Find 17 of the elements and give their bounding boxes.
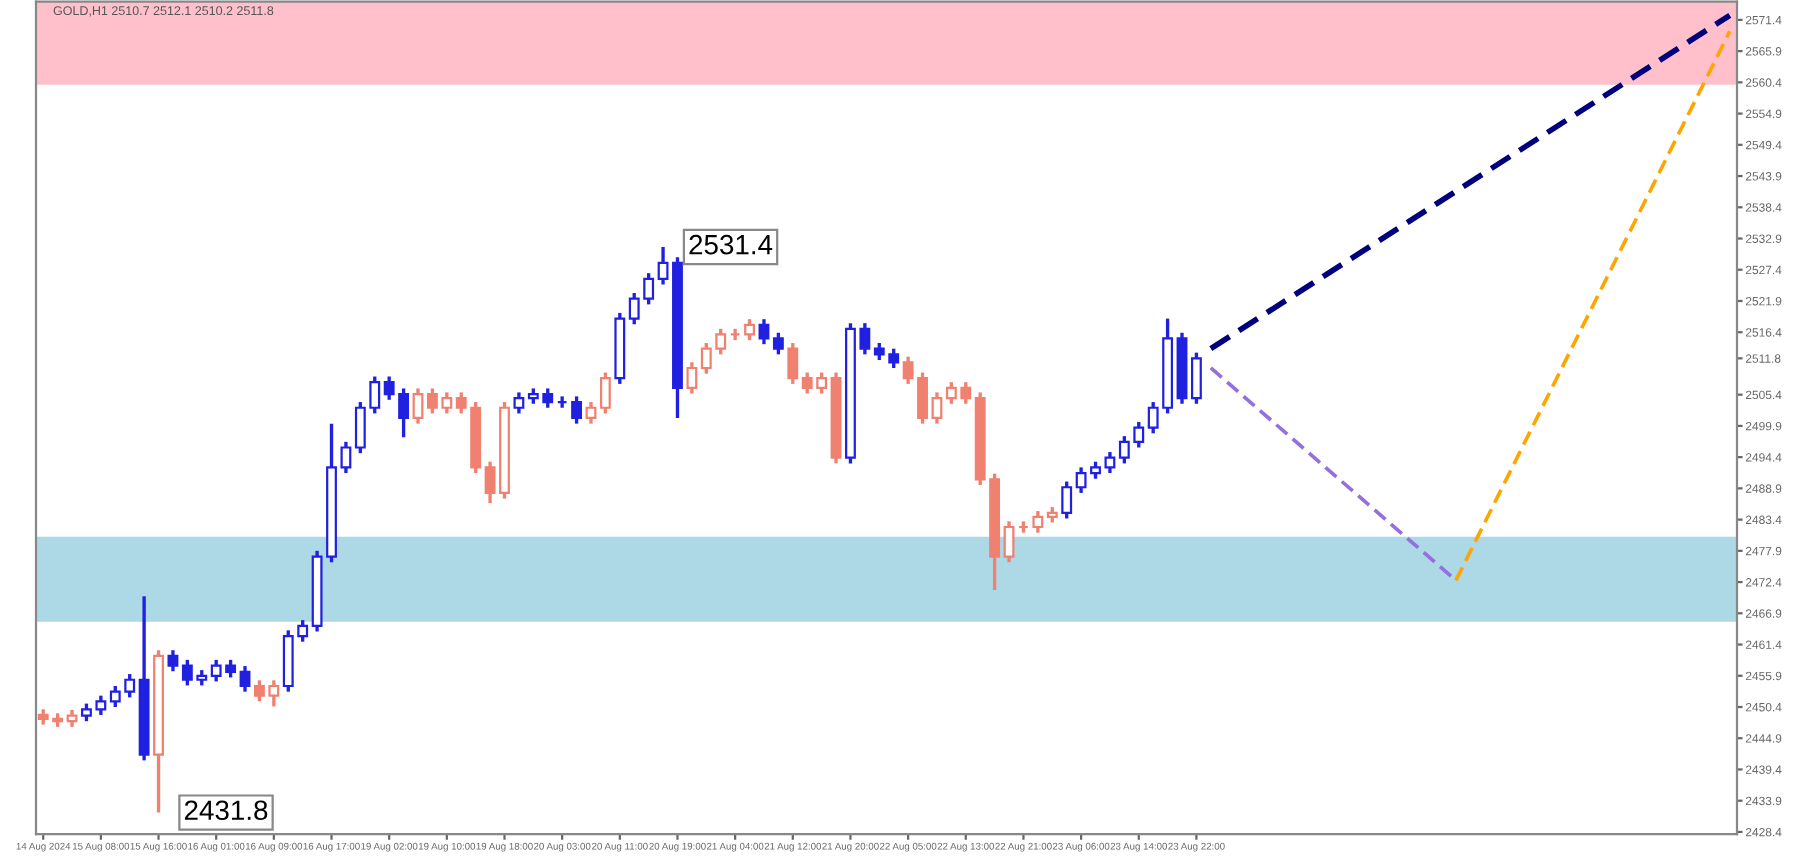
candlestick — [657, 245, 669, 287]
annotation: 2431.8 — [184, 800, 268, 821]
candlestick — [585, 400, 597, 426]
candlestick — [239, 664, 251, 694]
candlestick — [787, 341, 799, 386]
candlestick — [167, 648, 179, 673]
candlestick — [931, 390, 943, 426]
candlestick — [571, 394, 583, 426]
candlestick — [412, 386, 424, 426]
candlestick — [758, 317, 770, 346]
candlestick — [744, 317, 755, 342]
candlestick — [1003, 519, 1015, 564]
candlestick — [1032, 509, 1044, 535]
candlestick — [1190, 350, 1202, 406]
candlestick — [772, 331, 784, 357]
annotation: 2531.4 — [689, 234, 773, 255]
candlestick — [686, 360, 698, 396]
